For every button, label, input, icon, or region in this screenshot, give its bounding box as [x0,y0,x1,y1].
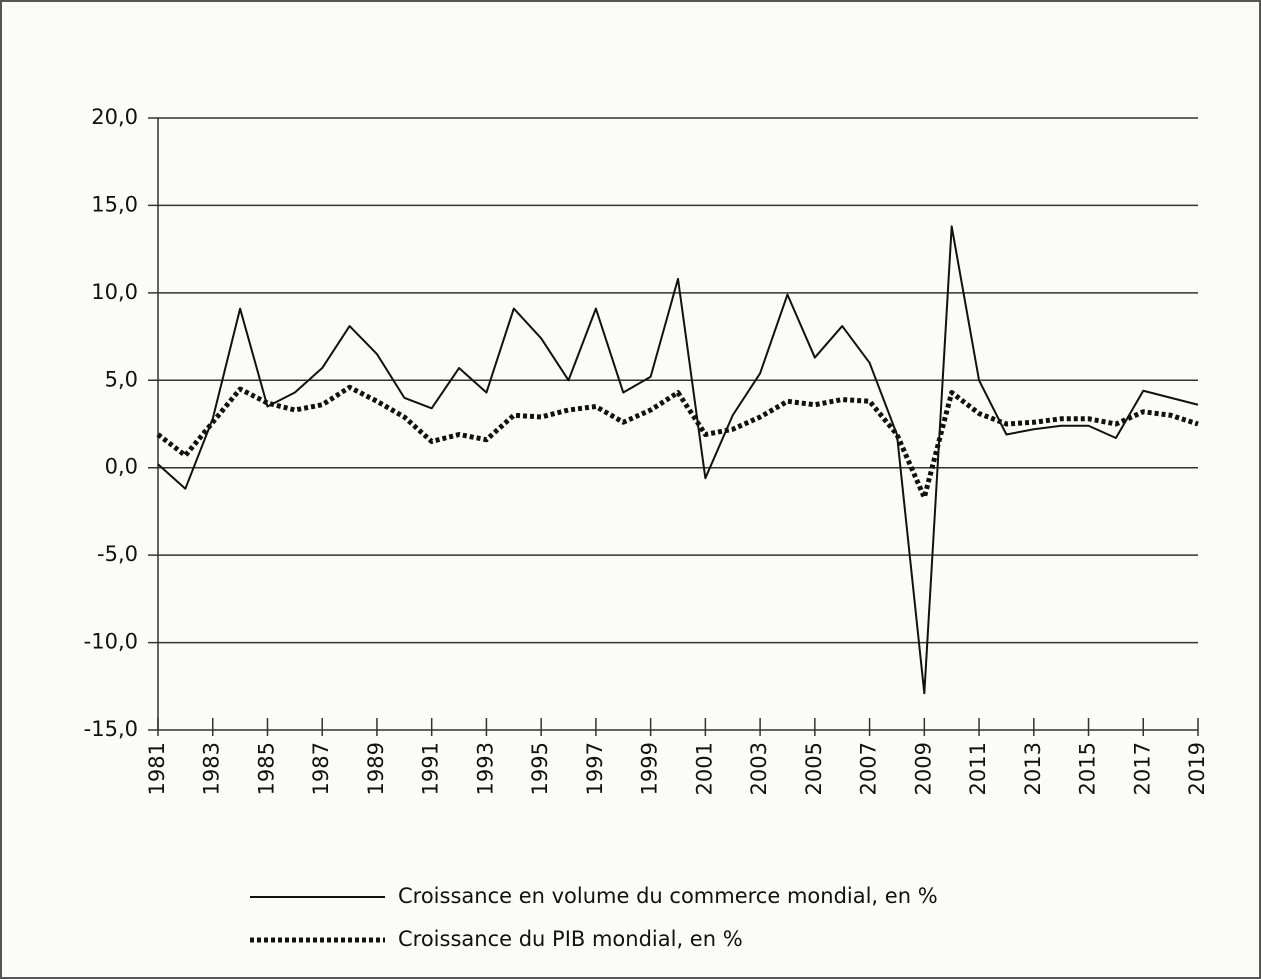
y-tick-label: 20,0 [91,105,138,129]
x-tick-label: 2009 [911,742,935,795]
x-tick-label: 1989 [364,742,388,795]
x-tick-label: 1993 [473,742,497,795]
x-tick-label: 1981 [145,742,169,795]
x-tick-label: 2017 [1130,742,1154,795]
series-line [156,384,1199,500]
x-tick-label: 1997 [583,742,607,795]
y-tick-label: 5,0 [105,367,138,391]
x-tick-label: 1995 [528,742,552,795]
x-tick-label: 2011 [966,742,990,795]
x-tick-label: 2003 [747,742,771,795]
x-tick-label: 1985 [254,742,278,795]
x-tick-label: 2001 [692,742,716,795]
x-tick-label: 2007 [857,742,881,795]
y-tick-label: -10,0 [84,630,138,654]
x-tick-label: 2015 [1076,742,1100,795]
x-tick-label: 2019 [1185,742,1209,795]
x-tick-label: 2013 [1021,742,1045,795]
y-tick-label: 15,0 [91,192,138,216]
y-tick-label: 10,0 [91,280,138,304]
x-tick-label: 1991 [419,742,443,795]
y-tick-label: 0,0 [105,455,138,479]
legend-label: Croissance du PIB mondial, en % [398,927,743,951]
x-tick-label: 1983 [200,742,224,795]
y-tick-label: -15,0 [84,717,138,741]
series-line [157,225,1199,695]
x-tick-label: 2005 [802,742,826,795]
y-tick-label: -5,0 [97,542,138,566]
x-tick-label: 1987 [309,742,333,795]
legend-label: Croissance en volume du commerce mondial… [398,884,938,908]
x-tick-label: 1999 [638,742,662,795]
